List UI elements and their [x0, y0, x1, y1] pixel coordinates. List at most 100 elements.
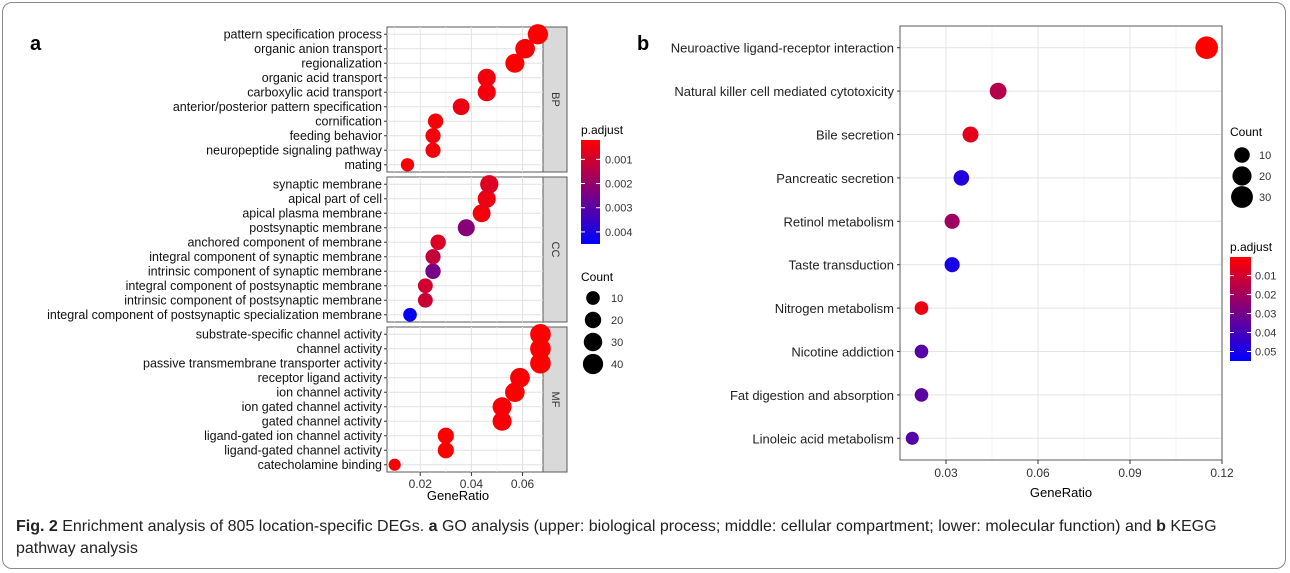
y-tick-label: synaptic membrane: [273, 177, 382, 191]
caption-text-2: GO analysis (upper: biological process; …: [441, 518, 1152, 535]
panel-b-plot-area: [899, 25, 1223, 461]
data-point: [477, 83, 496, 102]
y-tick-label: Neuroactive ligand-receptor interaction: [671, 41, 894, 56]
data-point: [510, 367, 530, 388]
x-tick-label: 0.06: [511, 477, 535, 491]
y-tick-label: intrinsic component of postsynaptic memb…: [124, 293, 382, 307]
panel-b-label: b: [637, 33, 649, 55]
panel-a-label: a: [30, 33, 42, 55]
panel-a-size-legend-title: Count: [581, 270, 614, 284]
caption-label-a: a: [428, 518, 438, 535]
y-tick-label: Natural killer cell mediated cytotoxicit…: [674, 84, 894, 99]
panel-b-color-legend-title: p.adjust: [1230, 240, 1273, 254]
y-tick-label: postsynaptic membrane: [249, 221, 382, 235]
size-legend-dot: [1234, 147, 1250, 163]
size-legend-dot: [586, 291, 600, 305]
color-tick-label: 0.01: [1255, 271, 1276, 283]
y-tick-label: feeding behavior: [290, 129, 382, 143]
data-point: [472, 204, 491, 223]
data-point: [530, 352, 551, 374]
facet-strip: [542, 26, 568, 173]
data-point: [953, 170, 970, 186]
figure-caption: Fig. 2 Enrichment analysis of 805 locati…: [16, 516, 1266, 560]
panel-b-grid: [899, 25, 1223, 461]
panel-b-size-legend-title: Count: [1230, 125, 1263, 139]
y-tick-label: intrinsic component of synaptic membrane: [148, 264, 382, 278]
y-tick-label: ion channel activity: [276, 385, 382, 399]
data-point: [962, 126, 979, 143]
data-point: [388, 458, 401, 471]
caption-text-1: Enrichment analysis of 805 location-spec…: [62, 518, 425, 535]
size-legend-label: 20: [611, 315, 623, 327]
size-legend-dot: [582, 353, 604, 375]
y-tick-label: integral component of postsynaptic speci…: [47, 308, 382, 322]
y-tick-label: receptor ligand activity: [258, 371, 383, 385]
y-tick-label: Fat digestion and absorption: [730, 388, 894, 403]
y-tick-label: neuropeptide signaling pathway: [206, 143, 383, 157]
panel-b-y-labels: Neuroactive ligand-receptor interaction N…: [671, 41, 900, 446]
size-legend-label: 10: [611, 293, 623, 305]
color-tick-label: 0.002: [605, 179, 633, 191]
data-point: [477, 189, 496, 208]
color-tick-label: 0.003: [605, 203, 633, 215]
color-tick-label: 0.001: [605, 154, 633, 166]
data-point: [417, 292, 433, 308]
panel-a-x-axis-label: GeneRatio: [427, 488, 489, 503]
panel-b: b Neuroactive ligand-receptor interactio…: [637, 25, 1276, 500]
y-tick-label: integral component of synaptic membrane: [149, 250, 382, 264]
data-point: [403, 307, 417, 322]
y-tick-label: organic anion transport: [254, 42, 382, 56]
y-tick-label: Linoleic acid metabolism: [752, 431, 894, 446]
y-tick-label: anterior/posterior pattern specification: [173, 100, 382, 114]
data-point: [530, 323, 551, 345]
data-point: [492, 397, 512, 417]
y-tick-label: Nicotine addiction: [791, 345, 894, 360]
data-point: [437, 427, 454, 444]
facet-panel: [386, 176, 544, 323]
size-legend-dot: [1231, 186, 1253, 208]
panel-b-color-ticks: 0.01 0.02 0.03 0.04 0.05: [1230, 271, 1276, 359]
y-tick-label: Nitrogen metabolism: [775, 301, 894, 316]
size-legend-label: 30: [611, 337, 623, 349]
panel-a-color-legend-title: p.adjust: [581, 123, 624, 137]
y-tick-label: channel activity: [297, 342, 383, 356]
y-tick-label: Pancreatic secretion: [776, 171, 894, 186]
data-point: [425, 249, 441, 265]
facet-strip-label: BP: [549, 92, 561, 107]
panel-b-points: [905, 36, 1218, 445]
size-legend-dot: [1232, 166, 1252, 186]
y-tick-label: gated channel activity: [262, 414, 383, 428]
panel-b-frame: [899, 25, 1223, 461]
panel-b-color-bar: [1230, 257, 1251, 361]
y-tick-label: anchored component of membrane: [187, 235, 382, 249]
facet-mf: MF substrate-specific channel activitycha…: [143, 323, 568, 473]
data-point: [457, 219, 475, 237]
panel-a: a BP pattern specification processorganic…: [30, 24, 633, 503]
figure-svg: a BP pattern specification processorganic…: [30, 24, 1276, 503]
x-tick-label: 0.12: [1210, 466, 1234, 480]
x-tick-label: 0.03: [934, 466, 958, 480]
x-tick-label: 0.06: [1026, 466, 1050, 480]
data-point: [480, 175, 499, 194]
data-point: [914, 301, 929, 315]
y-tick-label: passive transmembrane transporter activi…: [143, 356, 383, 370]
data-point: [914, 388, 929, 402]
y-tick-label: carboxylic acid transport: [247, 85, 382, 99]
y-tick-label: integral component of postsynaptic membr…: [126, 279, 382, 293]
data-point: [905, 431, 919, 445]
panel-b-size-legend: 10 20 30: [1231, 147, 1271, 208]
y-tick-label: ion gated channel activity: [242, 400, 383, 414]
y-tick-label: apical plasma membrane: [242, 206, 382, 220]
y-tick-label: mating: [344, 158, 382, 172]
size-legend-label: 30: [1259, 192, 1271, 204]
y-tick-label: cornification: [315, 114, 382, 128]
y-tick-label: ligand-gated ion channel activity: [204, 429, 383, 443]
data-point: [425, 128, 441, 144]
y-tick-label: pattern specification process: [224, 27, 382, 41]
panel-a-x-axis: 0.02 0.04 0.06: [409, 472, 535, 491]
caption-text-3: KEGG pathway analysis: [16, 518, 1217, 557]
facet-strip: [542, 326, 568, 473]
